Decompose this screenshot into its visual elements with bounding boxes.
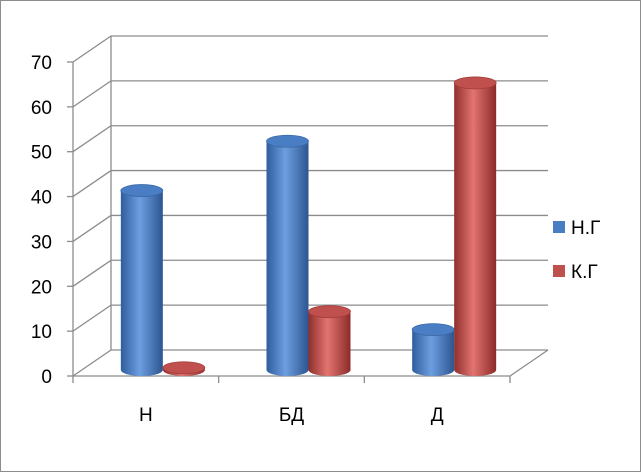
y-tick-label: 10 <box>31 322 52 343</box>
x-category-label: Н <box>139 405 153 426</box>
axis-labels: 0 10 20 30 40 50 60 70 Н БД Д <box>31 53 444 426</box>
legend-swatch <box>553 265 565 277</box>
bar-ng-2 <box>411 323 455 376</box>
x-category-label: БД <box>279 405 304 426</box>
legend-swatch <box>553 221 565 233</box>
y-tick-label: 30 <box>31 232 52 253</box>
bar-kg-2 <box>453 76 497 377</box>
y-tick-label: 0 <box>41 367 52 388</box>
y-tick-label: 70 <box>31 53 52 74</box>
y-tick-label: 20 <box>31 277 52 298</box>
bar-ng-1 <box>266 134 309 376</box>
bar-ng-0 <box>120 184 164 376</box>
y-tick-label: 40 <box>31 188 52 209</box>
axes <box>67 36 549 383</box>
bar-kg-0 <box>162 361 206 376</box>
bar-kg-1 <box>308 305 351 376</box>
y-tick-label: 50 <box>31 143 52 164</box>
x-category-label: Д <box>431 405 444 426</box>
y-tick-label: 60 <box>31 98 52 119</box>
bars <box>120 76 497 377</box>
legend-label: Н.Г <box>571 218 600 239</box>
legend-label: К.Г <box>571 262 598 283</box>
legend: Н.Г К.Г <box>553 218 600 283</box>
